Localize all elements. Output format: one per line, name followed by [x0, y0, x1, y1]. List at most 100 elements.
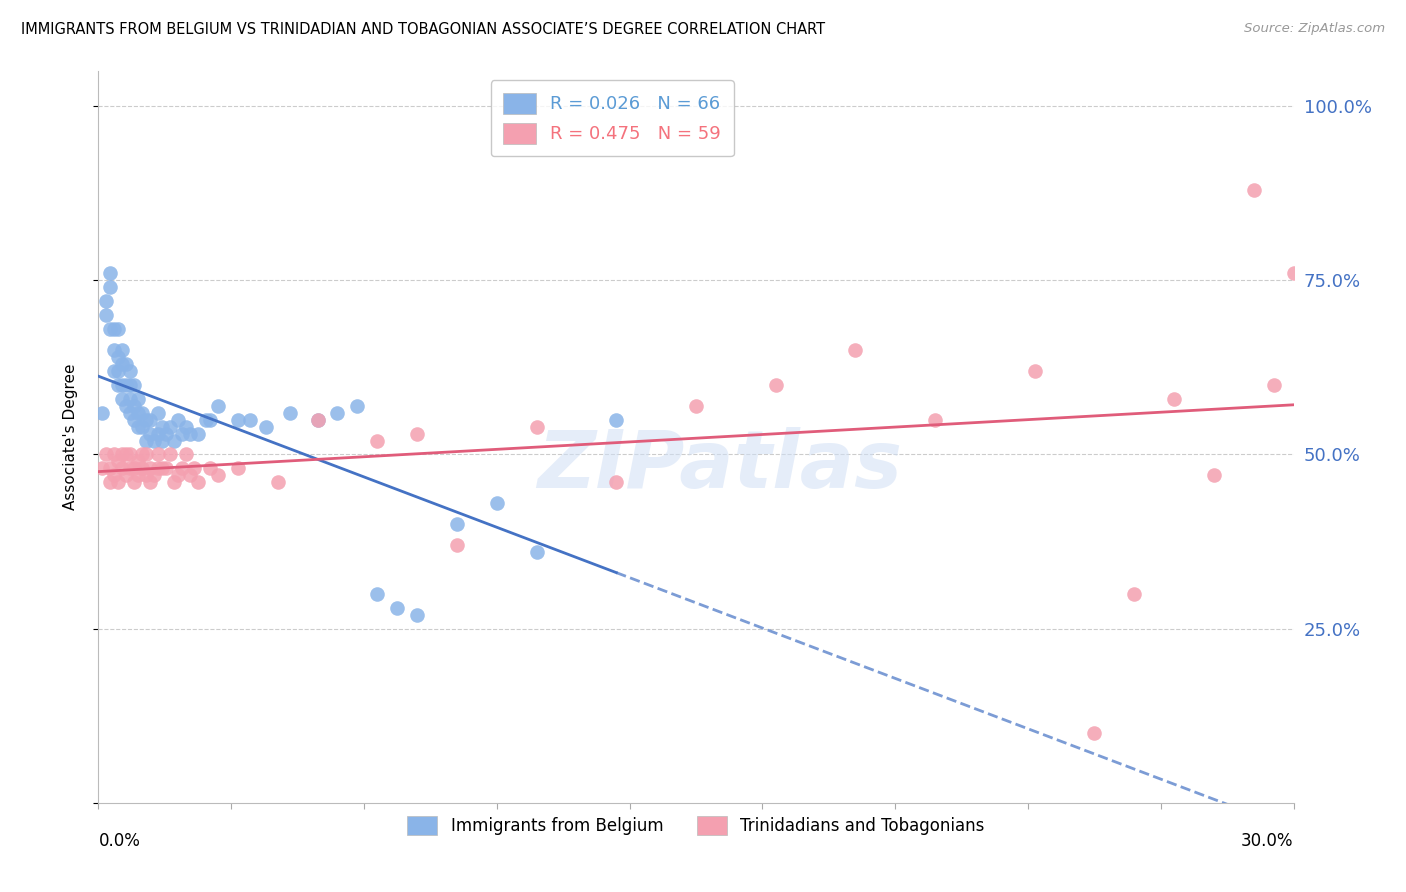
Point: [131, 406, 153, 420]
Point: [127, 468, 149, 483]
Point: [139, 412, 162, 426]
Point: [139, 461, 162, 475]
Point: [446, 517, 468, 532]
Point: [605, 475, 627, 490]
Point: [366, 434, 388, 448]
Point: [685, 399, 707, 413]
Point: [115, 357, 138, 371]
Point: [148, 406, 170, 420]
Point: [526, 419, 548, 434]
Point: [98, 475, 122, 490]
Point: [148, 426, 170, 441]
Point: [127, 392, 149, 406]
Point: [385, 600, 409, 615]
Point: [120, 461, 142, 475]
Point: [120, 392, 142, 406]
Point: [96, 294, 118, 309]
Point: [111, 357, 134, 371]
Point: [107, 454, 129, 468]
Point: [1263, 377, 1285, 392]
Point: [111, 377, 134, 392]
Point: [307, 412, 329, 426]
Point: [98, 322, 122, 336]
Point: [326, 406, 349, 420]
Point: [124, 377, 146, 392]
Point: [844, 343, 866, 357]
Point: [103, 448, 125, 462]
Text: 0.0%: 0.0%: [98, 832, 141, 850]
Point: [107, 350, 129, 364]
Point: [198, 412, 221, 426]
Point: [1083, 726, 1105, 740]
Point: [366, 587, 388, 601]
Point: [103, 468, 125, 483]
Point: [148, 461, 170, 475]
Text: Source: ZipAtlas.com: Source: ZipAtlas.com: [1244, 22, 1385, 36]
Point: [120, 448, 142, 462]
Text: 30.0%: 30.0%: [1241, 832, 1294, 850]
Point: [163, 475, 186, 490]
Point: [111, 461, 134, 475]
Point: [115, 377, 138, 392]
Point: [124, 461, 146, 475]
Point: [307, 412, 329, 426]
Point: [1243, 183, 1265, 197]
Point: [172, 461, 194, 475]
Point: [124, 475, 146, 490]
Point: [150, 419, 173, 434]
Point: [526, 545, 548, 559]
Point: [346, 399, 368, 413]
Point: [1282, 266, 1305, 280]
Text: IMMIGRANTS FROM BELGIUM VS TRINIDADIAN AND TOBAGONIAN ASSOCIATE’S DEGREE CORRELA: IMMIGRANTS FROM BELGIUM VS TRINIDADIAN A…: [21, 22, 825, 37]
Point: [198, 461, 221, 475]
Point: [143, 434, 166, 448]
Point: [148, 448, 170, 462]
Point: [127, 454, 149, 468]
Point: [406, 426, 429, 441]
Point: [111, 343, 134, 357]
Point: [131, 461, 153, 475]
Y-axis label: Associate's Degree: Associate's Degree: [63, 364, 77, 510]
Point: [207, 468, 229, 483]
Point: [131, 419, 153, 434]
Point: [115, 448, 138, 462]
Point: [139, 426, 162, 441]
Text: ZIPatlas: ZIPatlas: [537, 427, 903, 506]
Point: [120, 377, 142, 392]
Point: [111, 392, 134, 406]
Point: [91, 406, 114, 420]
Point: [187, 426, 209, 441]
Point: [485, 496, 508, 510]
Point: [924, 412, 946, 426]
Point: [172, 426, 194, 441]
Point: [98, 266, 122, 280]
Point: [150, 461, 173, 475]
Point: [103, 322, 125, 336]
Point: [167, 412, 190, 426]
Point: [120, 364, 142, 378]
Point: [267, 475, 290, 490]
Point: [115, 399, 138, 413]
Point: [127, 406, 149, 420]
Point: [187, 475, 209, 490]
Point: [1123, 587, 1146, 601]
Point: [239, 412, 262, 426]
Point: [135, 434, 157, 448]
Point: [167, 468, 190, 483]
Point: [155, 426, 177, 441]
Point: [446, 538, 468, 552]
Point: [139, 475, 162, 490]
Point: [91, 461, 114, 475]
Point: [107, 322, 129, 336]
Point: [124, 399, 146, 413]
Point: [605, 412, 627, 426]
Point: [765, 377, 787, 392]
Point: [179, 468, 201, 483]
Point: [107, 475, 129, 490]
Point: [1024, 364, 1046, 378]
Point: [135, 412, 157, 426]
Point: [254, 419, 277, 434]
Point: [155, 461, 177, 475]
Point: [207, 399, 229, 413]
Point: [98, 461, 122, 475]
